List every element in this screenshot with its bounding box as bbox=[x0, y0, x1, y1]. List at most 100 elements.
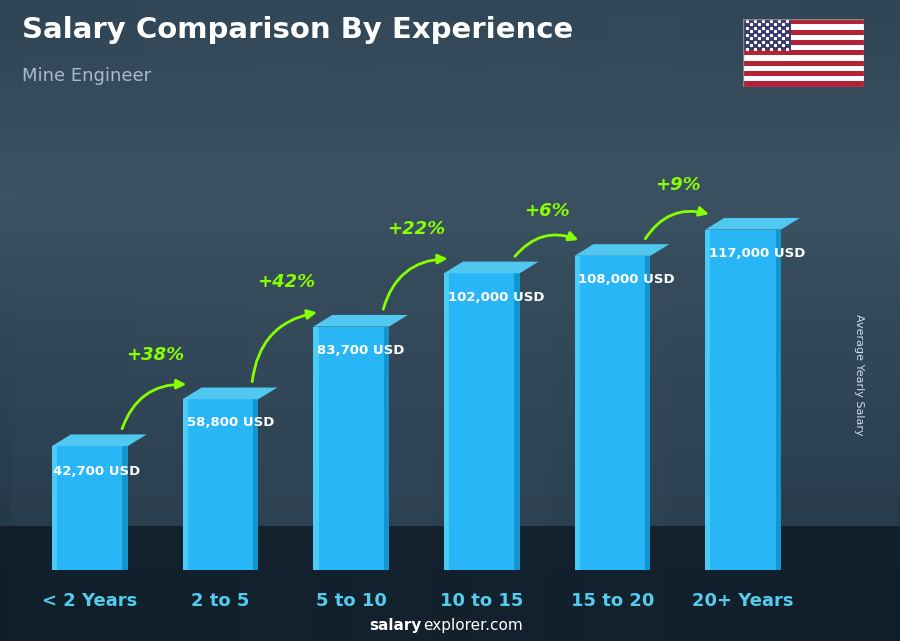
Bar bbox=[0, 327, 900, 329]
Bar bbox=[0, 103, 900, 104]
Bar bbox=[0, 357, 900, 359]
Bar bbox=[0, 463, 900, 466]
Bar bbox=[742, 71, 864, 76]
Bar bbox=[0, 210, 900, 212]
Bar bbox=[0, 71, 900, 72]
Bar bbox=[742, 40, 864, 45]
Bar bbox=[0, 596, 900, 598]
Bar bbox=[0, 58, 900, 60]
Bar bbox=[0, 13, 900, 15]
Bar bbox=[0, 49, 900, 51]
Text: +42%: +42% bbox=[256, 273, 315, 291]
Bar bbox=[574, 256, 580, 570]
Bar bbox=[0, 404, 900, 406]
Bar bbox=[0, 96, 900, 98]
Bar bbox=[0, 436, 900, 438]
Polygon shape bbox=[469, 0, 900, 641]
Polygon shape bbox=[183, 388, 277, 399]
Bar bbox=[0, 11, 900, 13]
Bar bbox=[0, 135, 900, 137]
Bar bbox=[0, 425, 900, 428]
Bar bbox=[0, 498, 900, 500]
Bar bbox=[0, 122, 900, 124]
Text: Average Yearly Salary: Average Yearly Salary bbox=[854, 314, 865, 436]
Bar bbox=[0, 75, 900, 77]
Bar bbox=[0, 149, 900, 152]
Bar bbox=[0, 94, 900, 96]
Bar bbox=[0, 466, 900, 468]
Bar bbox=[0, 370, 900, 372]
Bar bbox=[0, 329, 900, 331]
Bar bbox=[0, 415, 900, 417]
Bar bbox=[0, 184, 900, 186]
Bar bbox=[742, 29, 864, 35]
Bar bbox=[0, 511, 900, 513]
Bar bbox=[0, 393, 900, 395]
Bar bbox=[0, 226, 900, 229]
Text: +9%: +9% bbox=[655, 176, 700, 194]
Bar bbox=[0, 460, 900, 462]
Bar bbox=[742, 19, 791, 50]
Bar bbox=[0, 169, 900, 171]
Bar bbox=[52, 446, 128, 570]
Bar bbox=[0, 338, 900, 340]
Bar bbox=[313, 327, 319, 570]
Bar bbox=[0, 295, 900, 297]
Bar bbox=[0, 429, 900, 431]
Bar bbox=[0, 374, 900, 376]
Text: 83,700 USD: 83,700 USD bbox=[317, 344, 405, 357]
Bar bbox=[0, 570, 900, 572]
Bar bbox=[0, 139, 900, 141]
Bar bbox=[0, 543, 900, 545]
Bar bbox=[0, 457, 900, 460]
Bar bbox=[0, 244, 900, 246]
Bar bbox=[0, 508, 900, 511]
Bar bbox=[0, 534, 900, 537]
Bar bbox=[0, 190, 900, 192]
Bar bbox=[0, 617, 900, 620]
Bar bbox=[0, 246, 900, 248]
Polygon shape bbox=[706, 218, 800, 229]
Bar bbox=[122, 446, 128, 570]
Bar bbox=[0, 613, 900, 615]
Bar bbox=[0, 639, 900, 641]
Bar bbox=[0, 165, 900, 167]
Bar bbox=[0, 500, 900, 502]
Bar bbox=[0, 24, 900, 26]
Bar bbox=[0, 308, 900, 310]
Bar bbox=[742, 35, 864, 40]
Bar bbox=[0, 526, 900, 641]
Bar bbox=[0, 314, 900, 316]
Bar bbox=[742, 56, 864, 61]
Bar bbox=[0, 530, 900, 532]
Bar bbox=[0, 428, 900, 429]
Bar bbox=[0, 351, 900, 353]
Polygon shape bbox=[0, 0, 333, 641]
Text: +22%: +22% bbox=[387, 220, 446, 238]
Bar bbox=[0, 479, 900, 481]
Bar bbox=[0, 312, 900, 314]
Bar bbox=[706, 229, 710, 570]
Bar bbox=[183, 399, 188, 570]
Bar bbox=[0, 526, 900, 528]
Polygon shape bbox=[0, 0, 449, 641]
Bar bbox=[0, 130, 900, 133]
Bar bbox=[0, 21, 900, 24]
Bar bbox=[0, 451, 900, 453]
Bar bbox=[742, 45, 864, 50]
Bar bbox=[0, 494, 900, 495]
Bar bbox=[0, 322, 900, 325]
Bar bbox=[0, 472, 900, 474]
Bar bbox=[0, 90, 900, 92]
Text: 58,800 USD: 58,800 USD bbox=[186, 417, 274, 429]
Bar bbox=[742, 76, 864, 81]
Bar bbox=[0, 615, 900, 617]
Bar bbox=[0, 171, 900, 173]
Bar bbox=[0, 301, 900, 303]
Bar bbox=[0, 220, 900, 222]
Bar bbox=[0, 173, 900, 175]
Bar bbox=[0, 66, 900, 69]
Bar bbox=[0, 361, 900, 363]
Bar bbox=[0, 504, 900, 506]
Bar bbox=[0, 592, 900, 594]
